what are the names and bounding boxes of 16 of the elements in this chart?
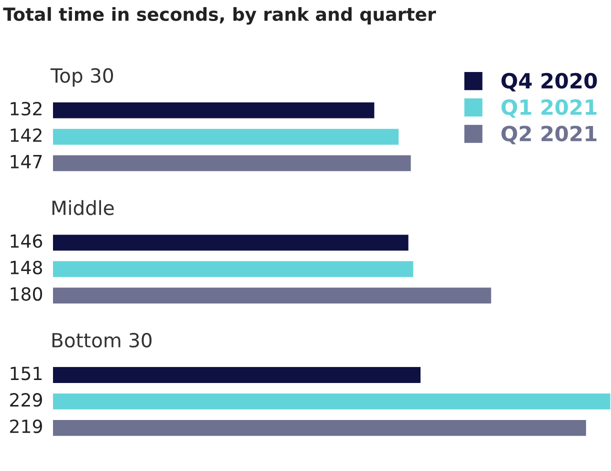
data-label: 142	[10, 128, 42, 142]
y-tick-label: Bottom 30	[52, 332, 152, 348]
data-label: 132	[10, 102, 42, 116]
data-label: 147	[10, 155, 42, 168]
data-label: 146	[10, 234, 42, 248]
data-label: 219	[10, 420, 42, 434]
chart-title: Total time in seconds, by rank and quarter	[3, 7, 436, 25]
legend-label: Q2 2021	[501, 126, 596, 144]
data-label: 148	[10, 260, 42, 274]
legend-label: Q1 2021	[501, 99, 596, 118]
data-label: 151	[10, 366, 42, 380]
data-label: 180	[10, 287, 42, 301]
legend-label: Q4 2020	[501, 72, 597, 92]
data-label: 229	[10, 393, 42, 407]
y-tick-label: Top 30	[50, 68, 114, 87]
y-tick-label: Middle	[52, 200, 114, 216]
